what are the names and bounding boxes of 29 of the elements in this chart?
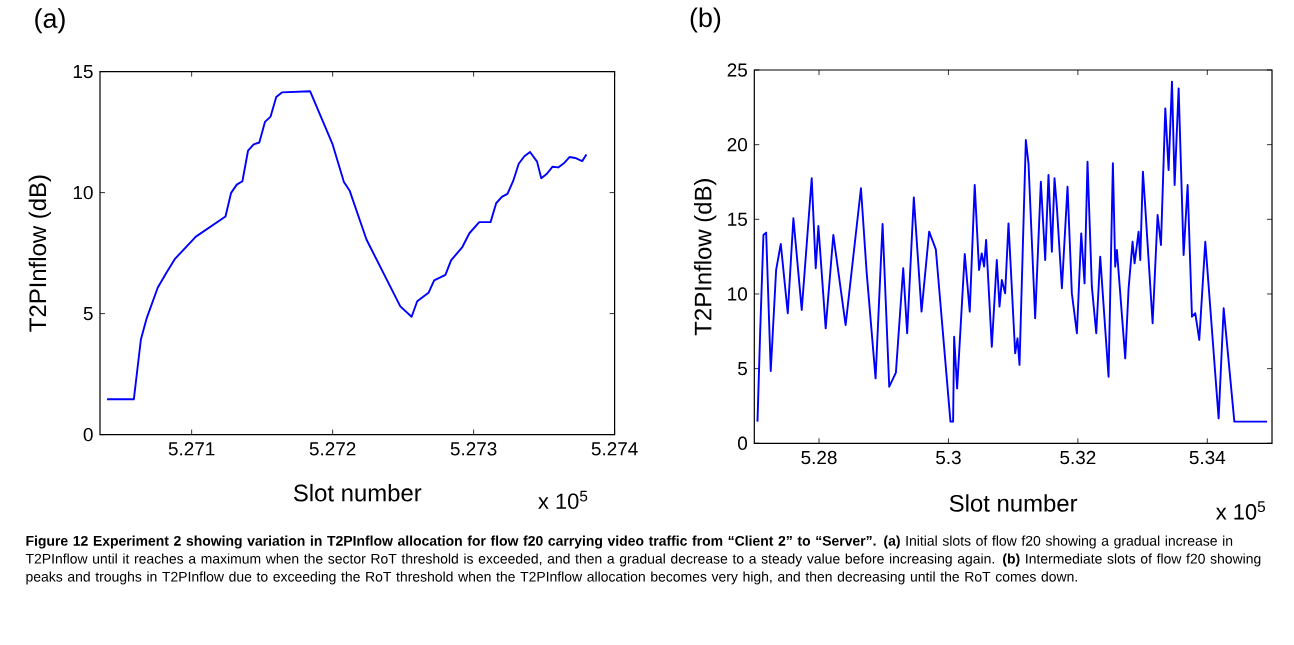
- x-tick-label: 5.272: [309, 442, 356, 456]
- x-tick-label: 5.271: [168, 442, 215, 456]
- y-tick-label: 20: [727, 137, 748, 152]
- chart-title: (b): [690, 7, 721, 33]
- x-tick-label: 5.34: [1189, 450, 1226, 465]
- y-tick-label: 25: [727, 63, 747, 77]
- y-tick-label: 15: [73, 65, 93, 79]
- x-axis-title: Slot number: [293, 483, 422, 502]
- y-tick-label: 5: [738, 362, 747, 376]
- line-series: [106, 90, 588, 401]
- y-tick-label: 0: [738, 436, 748, 450]
- y-tick-label: 10: [728, 287, 748, 301]
- y-tick-label: 5: [83, 307, 93, 321]
- x-tick-label: 5.32: [1060, 450, 1096, 465]
- x-tick-label: 5.28: [801, 450, 837, 465]
- text: x 10$^{5}$: [538, 490, 588, 510]
- y-tick-label: 10: [73, 185, 93, 200]
- x-tick-label: 5.3: [936, 450, 961, 465]
- y-tick-label: 15: [728, 212, 747, 226]
- chart-title: (a): [35, 8, 65, 34]
- x-tick-label: 5.274: [591, 442, 638, 456]
- y-axis-title: T2PInflow (dB): [28, 175, 51, 332]
- y-tick-label: 0: [83, 427, 93, 442]
- x-axis-title: Slot number: [949, 494, 1078, 512]
- text: Figure 12 Experiment 2 showing variation in T2PInflow allocation for flow f20 carrying video traffic from “Client 2” to “Server”. (a) Initial slots of flow f20 showing a gradual increase in T2PInflow until it reaches a maximum when the sector RoT threshold is exceeded, and then a gradual decrease to a steady value before increasing again. (b) Intermediate slots of flow f20 showing peaks and troughs in T2PInflow due to exceeding the RoT threshold when the T2PInflow allocation becomes very high, and then decreasing until the RoT comes down.: [25, 535, 1261, 585]
- line-series: [756, 80, 1268, 423]
- text: x 10$^{5}$: [1215, 501, 1266, 520]
- y-axis-title: T2PInflow (dB): [693, 179, 717, 336]
- x-tick-label: 5.273: [450, 442, 497, 456]
